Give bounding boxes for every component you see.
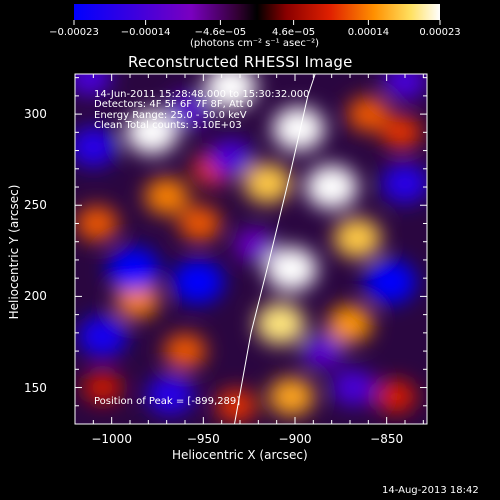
colorbar-tick-label: 4.6e−05 (272, 27, 316, 38)
heatmap-blob (204, 74, 257, 109)
heatmap-blob (171, 259, 224, 304)
plot-frame (74, 73, 428, 425)
annotation-peak: Position of Peak = [-899,289] (94, 396, 241, 407)
colorbar (73, 4, 441, 25)
chart-title: Reconstructed RHESSI Image (128, 53, 353, 71)
x-axis-label: Heliocentric X (arcsec) (172, 448, 308, 462)
colorbar-tick-label: 0.00014 (347, 27, 390, 38)
heatmap-blob (268, 377, 315, 416)
heatmap-blob (75, 126, 118, 167)
heatmap-blob (331, 369, 376, 407)
heatmap-blob (243, 163, 292, 204)
x-tick-label: −900 (278, 432, 312, 446)
solar-limb-line (234, 74, 316, 424)
x-tick-label: −850 (370, 432, 404, 446)
heatmap-blob (333, 218, 382, 259)
heatmap-blob (382, 74, 427, 100)
heatmap-blob (375, 380, 416, 414)
heatmap-blob (208, 139, 253, 177)
heatmap-blob (272, 106, 325, 151)
colorbar-tick-label: −0.00023 (49, 27, 99, 38)
heatmap-blob (255, 302, 306, 345)
heatmap-blob (167, 92, 210, 129)
heatmap-blob (126, 110, 178, 155)
colorbar-units: (photons cm⁻² s⁻¹ asec⁻²) (190, 38, 320, 49)
heatmap-blob (75, 74, 112, 97)
x-tick-label: −950 (186, 432, 220, 446)
heatmap-blob (146, 374, 195, 415)
heatmap-blob (380, 115, 422, 150)
heatmap-blob (327, 304, 373, 343)
colorbar-tick-label: 0.00023 (419, 27, 461, 38)
heatmap-blob (163, 333, 207, 369)
heatmap-blob (115, 281, 160, 319)
y-tick-label: 150 (24, 380, 47, 395)
y-tick-label: 250 (24, 198, 47, 213)
heatmap-blob (305, 165, 358, 210)
colorbar-tick-label: −0.00014 (120, 27, 171, 38)
annotation-detectors: Detectors: 4F 5F 6F 7F 8F, Att 0 (94, 99, 254, 110)
y-tick-label: 300 (24, 107, 47, 122)
annotation-time: 14-Jun-2011 15:28:48.000 to 15:30:32.000 (94, 89, 310, 100)
heatmap-blob (215, 388, 257, 423)
y-tick-label: 200 (24, 289, 47, 304)
heatmap-blob (178, 205, 221, 242)
heatmap-blob (234, 228, 276, 263)
heatmap-blob (107, 247, 160, 292)
colorbar-gradient (74, 4, 440, 20)
x-tick-label: −1000 (91, 432, 132, 446)
y-axis-label: Heliocentric Y (arcsec) (7, 184, 21, 320)
heatmap-blob (301, 333, 344, 369)
heatmap-blob (83, 371, 122, 404)
colorbar-tick-label: −4.6e−05 (194, 27, 247, 38)
annotation-energy: Energy Range: 25.0 - 50.0 keV (94, 110, 247, 121)
annotation-method: Clean Total counts: 3.10E+03 (94, 120, 242, 131)
heatmap-blob (144, 177, 189, 215)
heatmap-blob (347, 96, 390, 132)
heatmap-blob (77, 315, 128, 358)
heatmap-blob (75, 205, 119, 242)
footer-date: 14-Aug-2013 18:42 (382, 485, 479, 496)
heatmap-blob (265, 247, 318, 292)
heatmap-blob (364, 259, 417, 304)
heatmap-blob (381, 163, 427, 204)
